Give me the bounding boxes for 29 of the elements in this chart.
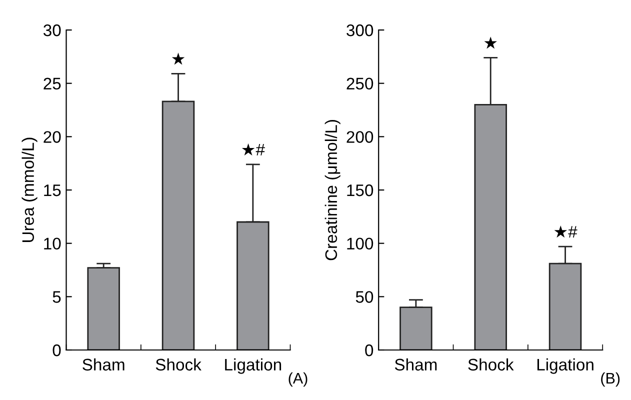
x-tick-label: Sham <box>82 358 124 371</box>
y-tick-label: 250 <box>346 78 374 90</box>
annotation: ★# <box>242 143 265 156</box>
x-tick-label: Shock <box>468 358 514 371</box>
annotation: ★ <box>172 52 185 65</box>
x-tick-label: Shock <box>156 358 202 371</box>
y-tick-label: 150 <box>347 184 374 196</box>
y-axis-title: Creatinine (μmol/L) <box>324 120 340 260</box>
y-axis-title: Urea (mmol/L) <box>22 138 38 242</box>
annotation: ★ <box>484 36 497 49</box>
y-tick-label: 5 <box>52 291 61 303</box>
text: (B) <box>601 372 620 387</box>
y-tick-label: 0 <box>52 344 61 356</box>
y-tick-label: 100 <box>347 238 374 250</box>
y-tick-label: 0 <box>365 344 374 356</box>
y-tick-label: 30 <box>43 24 61 36</box>
x-tick-label: Ligation <box>225 358 282 374</box>
y-tick-label: 200 <box>346 131 374 143</box>
y-tick-label: 10 <box>44 238 61 250</box>
x-tick-label: Sham <box>394 358 437 371</box>
bar <box>87 267 120 350</box>
text: (A) <box>288 372 308 387</box>
annotation: ★# <box>554 225 578 238</box>
y-tick-label: 300 <box>346 24 374 36</box>
y-tick-label: 25 <box>44 78 61 90</box>
x-tick-label: Ligation <box>537 358 594 374</box>
y-tick-label: 15 <box>44 184 61 196</box>
y-tick-label: 20 <box>44 131 61 143</box>
y-tick-label: 50 <box>356 291 374 303</box>
